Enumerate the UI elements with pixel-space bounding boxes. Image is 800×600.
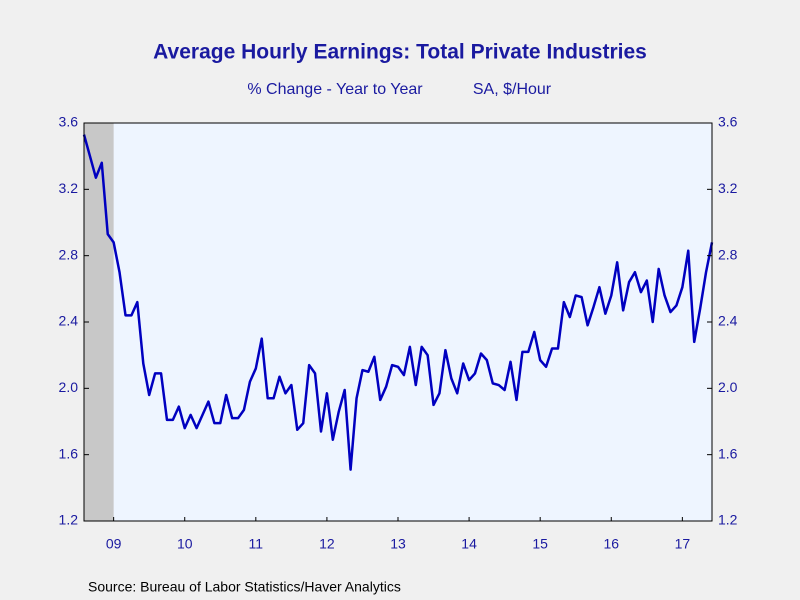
y2-tick-label: 1.2 bbox=[718, 512, 738, 528]
y-tick-label: 3.6 bbox=[59, 114, 79, 130]
y2-tick-label: 1.6 bbox=[718, 445, 738, 461]
y2-tick-label: 2.4 bbox=[718, 313, 738, 329]
series-line bbox=[82, 134, 714, 471]
x-tick-label: 17 bbox=[675, 536, 691, 552]
source: Source: Bureau of Labor Statistics/Haver… bbox=[88, 579, 401, 595]
x-tick-label: 09 bbox=[106, 536, 122, 552]
x-tick-label: 10 bbox=[177, 536, 193, 552]
y-tick-label: 3.2 bbox=[59, 180, 79, 196]
x-tick-label: 12 bbox=[319, 536, 335, 552]
x-tick-label: 15 bbox=[532, 536, 548, 552]
y-tick-label: 1.6 bbox=[59, 445, 79, 461]
y2-tick-label: 2.8 bbox=[718, 246, 738, 262]
y-tick-label: 1.2 bbox=[59, 512, 79, 528]
x-tick-label: 14 bbox=[461, 536, 477, 552]
x-tick-label: 16 bbox=[603, 536, 619, 552]
y-tick-label: 2.4 bbox=[59, 313, 79, 329]
y2-tick-label: 3.2 bbox=[718, 180, 738, 196]
y-tick-label: 2.0 bbox=[59, 379, 79, 395]
y2-tick-label: 2.0 bbox=[718, 379, 738, 395]
plot-area bbox=[84, 123, 712, 521]
x-tick-label: 11 bbox=[249, 536, 264, 552]
y2-tick-label: 3.6 bbox=[718, 114, 738, 130]
y-tick-label: 2.8 bbox=[59, 246, 79, 262]
units: SA, $/Hour bbox=[473, 81, 552, 98]
x-tick-label: 13 bbox=[390, 536, 406, 552]
chart-title: Average Hourly Earnings: Total Private I… bbox=[153, 41, 647, 64]
chart-subtitle: % Change - Year to Year bbox=[247, 81, 423, 98]
